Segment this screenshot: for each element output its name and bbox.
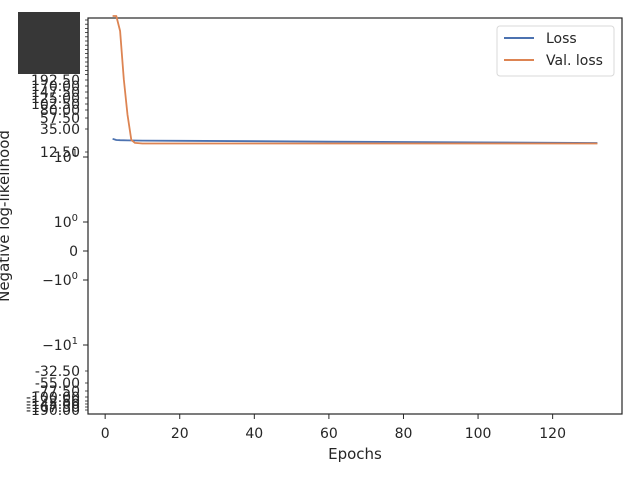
y-minor-tick-label: 12.50 bbox=[40, 145, 80, 161]
y-minor-tick-label: 170.00 bbox=[31, 79, 80, 95]
x-tick-label: 20 bbox=[171, 426, 189, 442]
series-line-val-loss bbox=[112, 15, 598, 145]
legend-label: Val. loss bbox=[546, 53, 603, 69]
y-minor-tick-label: -55.00 bbox=[35, 376, 80, 392]
y-minor-tick-label: 57.50 bbox=[40, 111, 80, 127]
x-tick-label: 60 bbox=[320, 426, 338, 442]
plot-frame bbox=[87, 17, 623, 415]
series-layer bbox=[112, 15, 598, 145]
plot-area bbox=[87, 17, 623, 415]
x-tick-label: 40 bbox=[245, 426, 263, 442]
y-tick-label: −100 bbox=[42, 271, 78, 289]
legend-label: Loss bbox=[546, 31, 577, 47]
legend: Loss Val. loss bbox=[496, 25, 615, 77]
y-minor-tick-label: -100.00 bbox=[26, 390, 80, 406]
y-tick-label: −101 bbox=[42, 336, 78, 354]
y-axis-label: Negative log-likelihood bbox=[0, 130, 13, 302]
y-minor-tick-label: 35.00 bbox=[40, 122, 80, 138]
x-tick-label: 80 bbox=[395, 426, 413, 442]
x-tick-label: 120 bbox=[539, 426, 566, 442]
y-minor-tick-label: 102.50 bbox=[31, 97, 80, 113]
y-tick-label: 0 bbox=[69, 244, 78, 260]
y-minor-tick-label: 80.00 bbox=[40, 103, 80, 119]
x-tick-label: 0 bbox=[101, 426, 110, 442]
y-minor-tick-label: -190.00 bbox=[26, 403, 80, 419]
y-minor-tick-label: -77.50 bbox=[35, 384, 80, 400]
y-minor-tick-label: 192.50 bbox=[31, 73, 80, 89]
y-minor-tick-label: 147.50 bbox=[31, 85, 80, 101]
series-line-loss bbox=[112, 137, 598, 144]
y-tick-label-overlap-band bbox=[18, 12, 80, 74]
y-axis-ticks: 1011000−100−10112.5035.0057.5080.00102.5… bbox=[18, 12, 88, 419]
y-minor-tick-label: -167.50 bbox=[26, 400, 80, 416]
y-minor-tick-label: -122.50 bbox=[26, 394, 80, 410]
y-minor-tick-label: 125.00 bbox=[31, 91, 80, 107]
y-minor-tick-label: -145.00 bbox=[26, 397, 80, 413]
x-axis-ticks: 0 20 40 60 80 100 120 bbox=[101, 414, 566, 442]
x-axis-label: Epochs bbox=[328, 445, 382, 463]
x-tick-label: 100 bbox=[465, 426, 492, 442]
y-minor-tick-label: -32.50 bbox=[35, 364, 80, 380]
y-tick-label: 100 bbox=[54, 213, 78, 231]
